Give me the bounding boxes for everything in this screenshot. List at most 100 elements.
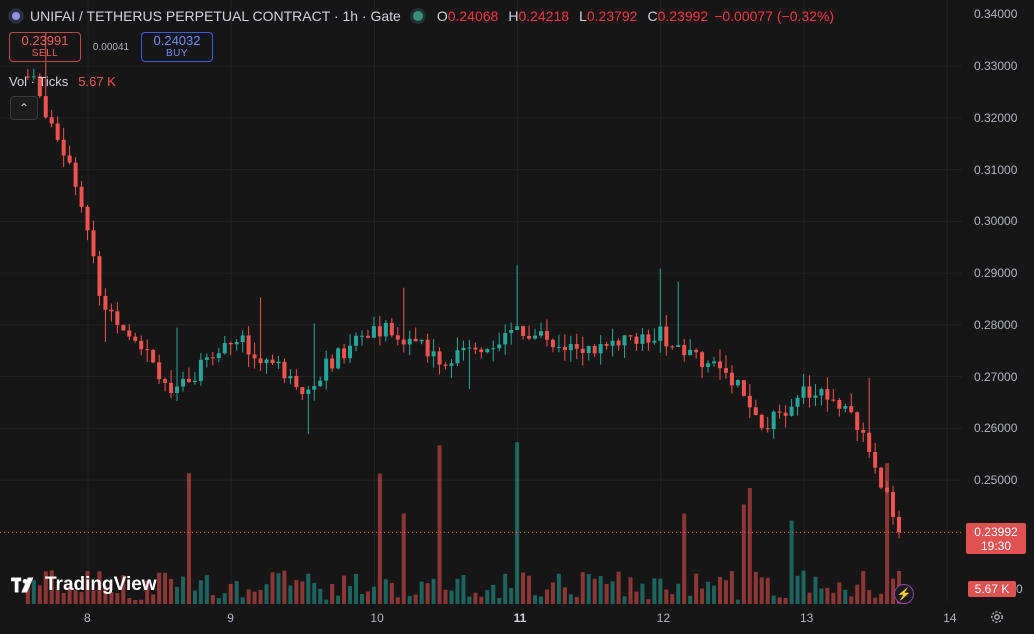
volume-bar: [479, 596, 484, 604]
candle-body: [407, 338, 412, 345]
candle-body: [717, 361, 722, 369]
tradingview-logo[interactable]: TradingView: [11, 574, 157, 596]
trade-panel: 0.23991 SELL 0.00041 0.24032 BUY: [9, 32, 213, 62]
candle-body: [825, 389, 830, 400]
time-axis-label: 11: [513, 611, 527, 625]
tradingview-logo-text: TradingView: [45, 574, 157, 595]
volume-bar: [383, 579, 388, 604]
chevron-up-icon: ⌃: [18, 101, 30, 115]
candle-body: [354, 335, 359, 346]
volume-bar: [604, 583, 609, 604]
candle-body: [300, 387, 305, 395]
candle-body: [783, 412, 788, 416]
volume-bar: [574, 597, 579, 604]
candle-body: [807, 386, 812, 398]
volume-bar: [306, 573, 311, 604]
volume-bar: [783, 597, 788, 604]
chart-title[interactable]: UNIFAI / TETHERUS PERPETUAL CONTRACT · 1…: [30, 8, 401, 24]
volume-axis-zero: 0: [1016, 582, 1023, 596]
candle-body: [568, 344, 573, 351]
volume-bar: [598, 576, 603, 604]
candle-body: [795, 397, 800, 407]
candle-body: [622, 335, 627, 346]
lightning-icon[interactable]: ⚡: [894, 584, 914, 604]
volume-bar: [234, 581, 239, 604]
volume-bar: [449, 590, 454, 604]
candle-body: [31, 76, 36, 78]
volume-bar: [163, 572, 168, 604]
gear-icon[interactable]: [990, 610, 1004, 627]
candle-body: [831, 399, 836, 401]
volume-bar: [497, 598, 502, 604]
volume-bar: [103, 586, 108, 604]
volume-bar: [813, 576, 818, 604]
volume-bar: [216, 598, 221, 604]
volume-bar: [192, 590, 197, 604]
volume-tag: 5.67 K: [968, 581, 1016, 597]
candle-body: [700, 352, 705, 367]
volume-bar: [294, 580, 299, 604]
candle-body: [682, 345, 687, 356]
ohlc-low: L0.23792: [579, 8, 638, 24]
volume-bar: [455, 578, 460, 604]
volume-bar: [55, 589, 60, 604]
candle-body: [509, 330, 514, 333]
volume-bar: [85, 570, 90, 604]
volume-bar: [210, 595, 215, 604]
volume-bar: [747, 488, 752, 604]
buy-button[interactable]: 0.24032 BUY: [141, 32, 213, 62]
volume-bar: [717, 576, 722, 604]
candle-body: [145, 349, 150, 351]
candle-body: [527, 335, 532, 339]
candle-body: [879, 467, 884, 488]
volume-bar: [843, 589, 848, 604]
sell-price: 0.23991: [21, 33, 69, 48]
candle-body: [485, 349, 490, 353]
volume-bar: [831, 592, 836, 604]
candle-body: [180, 378, 185, 387]
candle-body: [694, 349, 699, 353]
volume-bar: [676, 583, 681, 604]
bar-countdown: 19:30: [980, 539, 1012, 554]
volume-bar: [473, 592, 478, 604]
candle-body: [461, 347, 466, 351]
candle-body: [103, 295, 108, 310]
time-axis-label: 10: [370, 611, 384, 625]
candle-body: [175, 386, 180, 393]
candle-body: [843, 406, 848, 409]
price-axis-label: 0.31000: [974, 162, 1018, 177]
volume-bar: [121, 575, 126, 604]
candle-body: [765, 428, 770, 430]
volume-bar: [801, 570, 806, 604]
volume-bar: [133, 599, 138, 604]
volume-legend[interactable]: Vol · Ticks 5.67 K: [9, 74, 116, 89]
time-axis-label: 8: [84, 611, 91, 625]
candle-body: [240, 335, 245, 343]
volume-bar: [288, 585, 293, 604]
buy-label: BUY: [165, 48, 189, 59]
volume-bar: [97, 571, 102, 604]
candle-body: [652, 340, 657, 343]
sell-label: SELL: [31, 48, 59, 59]
sell-button[interactable]: 0.23991 SELL: [9, 32, 81, 62]
candle-body: [67, 155, 72, 163]
volume-bar: [741, 504, 746, 604]
candle-body: [264, 359, 269, 364]
candle-body: [431, 351, 436, 357]
volume-bar: [467, 596, 472, 604]
volume-bar: [461, 574, 466, 604]
candle-body: [562, 346, 567, 351]
volume-bar: [825, 587, 830, 604]
volume-bar: [443, 589, 448, 604]
candle-body: [133, 336, 138, 341]
volume-bar: [759, 577, 764, 604]
collapse-legend-button[interactable]: ⌃: [10, 96, 38, 120]
candle-body: [85, 206, 90, 231]
candle-body: [712, 361, 717, 364]
volume-bar: [580, 572, 585, 604]
volume-bar: [324, 599, 329, 604]
current-price: 0.23992: [974, 525, 1018, 540]
candle-body: [151, 349, 156, 363]
time-axis-label: 12: [656, 611, 671, 625]
